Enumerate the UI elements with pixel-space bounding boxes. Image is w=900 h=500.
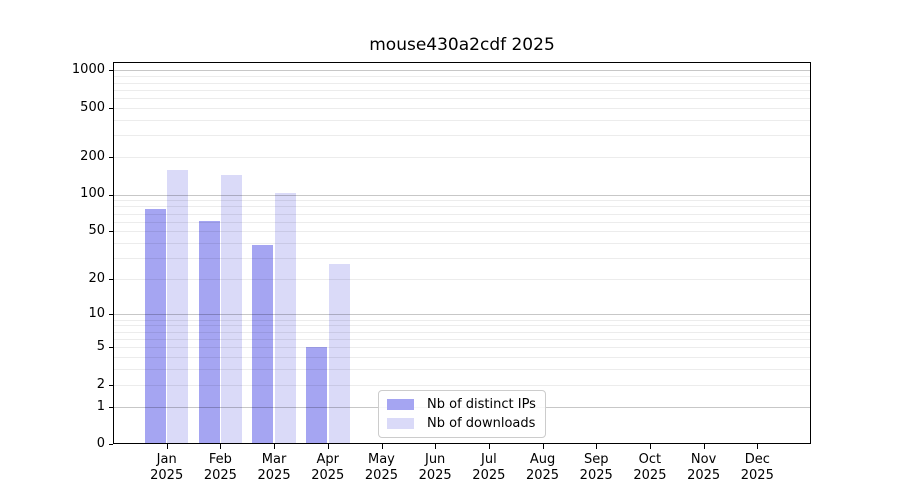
bar-nb-of-distinct-ips-jan-2025: [144, 209, 166, 444]
gridline-minor-500: [113, 107, 811, 109]
gridline-minor-800: [113, 82, 811, 84]
gridline-minor-900: [113, 76, 811, 78]
ytick-500: [109, 107, 113, 109]
xtick-label-jun-2025: Jun 2025: [418, 452, 452, 483]
gridline-minor-9: [113, 319, 811, 321]
ytick-0: [109, 444, 113, 445]
bar-nb-of-downloads-feb-2025: [221, 175, 243, 444]
xtick-label-feb-2025: Feb 2025: [203, 452, 237, 483]
xtick-nov-2025: [703, 444, 705, 449]
ytick-1: [109, 406, 113, 408]
legend-label-downloads: Nb of downloads: [427, 416, 536, 431]
bar-nb-of-distinct-ips-mar-2025: [252, 244, 274, 444]
xtick-label-jul-2025: Jul 2025: [472, 452, 506, 483]
ytick-label-2: 2: [96, 376, 105, 392]
gridline-minor-50: [113, 231, 811, 233]
xtick-jan-2025: [166, 444, 168, 449]
xtick-jun-2025: [435, 444, 437, 449]
ytick-50: [109, 231, 113, 233]
ytick-label-500: 500: [80, 99, 105, 115]
gridline-minor-30: [113, 258, 811, 260]
ytick-100: [109, 194, 113, 196]
xtick-label-aug-2025: Aug 2025: [525, 452, 560, 483]
gridline-minor-20: [113, 279, 811, 281]
xtick-label-oct-2025: Oct 2025: [633, 452, 667, 483]
ytick-label-5: 5: [96, 339, 105, 355]
xtick-apr-2025: [327, 444, 329, 449]
ytick-label-10: 10: [88, 306, 105, 322]
ytick-label-1: 1: [96, 398, 105, 414]
bar-nb-of-downloads-apr-2025: [328, 263, 350, 444]
xtick-label-may-2025: May 2025: [364, 452, 398, 483]
gridline-minor-90: [113, 200, 811, 202]
gridline-minor-3: [113, 369, 811, 370]
bar-nb-of-distinct-ips-feb-2025: [198, 220, 220, 444]
gridline-minor-2: [113, 384, 811, 386]
ytick-label-1000: 1000: [71, 62, 105, 78]
ytick-1000: [109, 70, 113, 72]
plot-frame: [113, 62, 811, 444]
gridline-major-100: [113, 194, 811, 196]
xtick-mar-2025: [274, 444, 276, 449]
gridline-minor-70: [113, 213, 811, 215]
xtick-label-dec-2025: Dec 2025: [740, 452, 774, 483]
xtick-label-mar-2025: Mar 2025: [257, 452, 291, 483]
gridline-minor-200: [113, 157, 811, 159]
gridline-minor-600: [113, 98, 811, 99]
ytick-label-0: 0: [96, 436, 105, 451]
ytick-label-20: 20: [88, 271, 105, 287]
ytick-label-100: 100: [80, 186, 105, 202]
ytick-label-50: 50: [88, 223, 105, 239]
ytick-200: [109, 157, 113, 159]
gridline-minor-80: [113, 206, 811, 208]
ytick-20: [109, 279, 113, 281]
gridline-minor-5: [113, 347, 811, 349]
legend-swatch-distinct-ips: [387, 399, 414, 410]
gridline-minor-400: [113, 119, 811, 121]
gridline-minor-7: [113, 331, 811, 333]
gridline-major-10: [113, 314, 811, 316]
ytick-5: [109, 347, 113, 349]
xtick-oct-2025: [649, 444, 651, 449]
legend-row-downloads: Nb of downloads: [387, 416, 537, 431]
gridline-minor-300: [113, 135, 811, 137]
xtick-label-sep-2025: Sep 2025: [579, 452, 613, 483]
legend: Nb of distinct IPs Nb of downloads: [378, 390, 546, 438]
gridline-major-1000: [113, 70, 811, 72]
xtick-may-2025: [381, 444, 383, 449]
bar-nb-of-downloads-mar-2025: [274, 193, 296, 444]
xtick-label-nov-2025: Nov 2025: [687, 452, 721, 483]
legend-swatch-downloads: [387, 418, 414, 429]
legend-row-distinct-ips: Nb of distinct IPs: [387, 397, 537, 412]
chart-title: mouse430a2cdf 2025: [369, 35, 555, 55]
gridline-minor-6: [113, 338, 811, 340]
ytick-2: [109, 384, 113, 386]
xtick-sep-2025: [596, 444, 598, 449]
bar-nb-of-distinct-ips-apr-2025: [305, 347, 327, 444]
gridline-minor-60: [113, 221, 811, 223]
xtick-jul-2025: [488, 444, 490, 449]
gridline-minor-700: [113, 89, 811, 91]
xtick-aug-2025: [542, 444, 544, 449]
xtick-label-jan-2025: Jan 2025: [150, 452, 184, 483]
legend-label-distinct-ips: Nb of distinct IPs: [427, 397, 536, 412]
gridline-minor-8: [113, 325, 811, 327]
ytick-label-200: 200: [80, 149, 105, 165]
xtick-label-apr-2025: Apr 2025: [311, 452, 345, 483]
ytick-10: [109, 314, 113, 316]
gridline-minor-4: [113, 357, 811, 358]
bar-nb-of-downloads-jan-2025: [167, 169, 189, 444]
xtick-dec-2025: [757, 444, 759, 449]
gridline-minor-40: [113, 243, 811, 245]
xtick-feb-2025: [220, 444, 222, 449]
